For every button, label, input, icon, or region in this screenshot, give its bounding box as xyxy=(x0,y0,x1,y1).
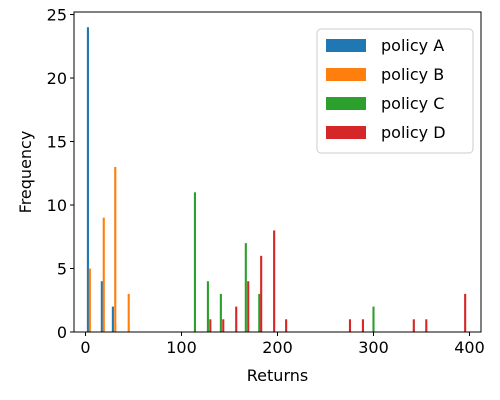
x-axis-ticks: 0 100 200 300 400 xyxy=(80,332,485,357)
y-tick-label: 20 xyxy=(47,69,67,88)
bar-policy-c-5 xyxy=(372,306,375,332)
y-tick-label: 25 xyxy=(47,6,67,25)
bar-policy-a-1 xyxy=(100,281,103,332)
legend-label: policy B xyxy=(381,65,444,84)
bar-policy-c-4 xyxy=(258,293,261,332)
legend-swatch xyxy=(326,97,366,110)
bar-policy-a-2 xyxy=(111,306,114,332)
bar-policy-d-4 xyxy=(260,255,263,332)
legend-label: policy D xyxy=(381,123,446,142)
legend-label: policy C xyxy=(381,94,444,113)
x-axis-label: Returns xyxy=(247,366,308,385)
legend: policy A policy B policy C policy D xyxy=(316,28,474,154)
bar-policy-c-3 xyxy=(244,243,247,332)
bar-policy-d-11 xyxy=(464,293,467,332)
legend-swatch xyxy=(326,68,366,81)
bars-layer xyxy=(86,27,467,332)
bar-policy-c-1 xyxy=(206,281,209,332)
x-tick-label: 200 xyxy=(262,338,293,357)
x-tick-label: 400 xyxy=(454,338,485,357)
bar-policy-d-1 xyxy=(222,319,225,332)
legend-label: policy A xyxy=(381,36,444,55)
bar-policy-d-5 xyxy=(273,230,276,332)
x-tick-label: 100 xyxy=(166,338,197,357)
bar-policy-d-7 xyxy=(348,319,352,332)
y-tick-label: 5 xyxy=(57,260,67,279)
bar-policy-d-8 xyxy=(361,319,364,332)
y-tick-label: 10 xyxy=(47,196,67,215)
legend-swatch xyxy=(326,39,366,52)
bar-policy-a-0 xyxy=(86,27,89,332)
bar-policy-b-0 xyxy=(88,268,91,332)
legend-swatch xyxy=(326,126,366,139)
y-tick-label: 15 xyxy=(47,133,67,152)
bar-policy-b-1 xyxy=(102,217,105,332)
bar-policy-b-3 xyxy=(127,293,130,332)
bar-policy-c-0 xyxy=(193,192,197,332)
x-tick-label: 0 xyxy=(80,338,90,357)
legend-frame xyxy=(316,28,474,154)
bar-policy-b-2 xyxy=(114,166,117,332)
bar-policy-d-0 xyxy=(209,319,212,332)
bar-policy-d-2 xyxy=(235,306,238,332)
y-axis-ticks: 0 5 10 15 20 25 xyxy=(47,6,74,342)
bar-policy-d-6 xyxy=(285,319,288,332)
bar-policy-d-3 xyxy=(247,281,250,332)
bar-policy-c-2 xyxy=(219,293,222,332)
x-tick-label: 300 xyxy=(358,338,389,357)
bar-policy-d-10 xyxy=(425,319,428,332)
y-tick-label: 0 xyxy=(57,323,67,342)
bar-policy-d-9 xyxy=(412,319,415,332)
y-axis-label: Frequency xyxy=(16,131,35,214)
